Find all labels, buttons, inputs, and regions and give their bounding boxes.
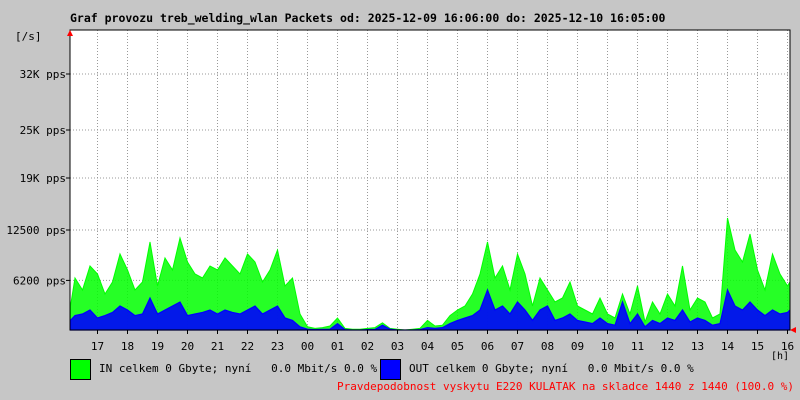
- x-tick-label: 22: [241, 340, 254, 353]
- y-tick-label: 12500 pps: [6, 224, 66, 237]
- x-tick-label: 05: [451, 340, 464, 353]
- x-tick-label: 11: [631, 340, 644, 353]
- x-tick-label: 10: [601, 340, 614, 353]
- x-tick-label: 13: [691, 340, 704, 353]
- x-axis-arrow: [790, 327, 796, 333]
- x-axis-unit-label: [h]: [771, 351, 789, 362]
- x-tick-label: 04: [421, 340, 435, 353]
- axes: 6200 pps 12500 pps 19K pps 25K pps 32K pps 17…: [6, 29, 796, 353]
- y-tick-label: 25K pps: [20, 124, 66, 137]
- y-tick-label: 19K pps: [20, 172, 66, 185]
- x-tick-label: 21: [211, 340, 224, 353]
- legend-text-out: OUT celkem 0 Gbyte; nyní 0.0 Mbit/s 0.0 …: [409, 362, 694, 375]
- x-tick-label: 03: [391, 340, 404, 353]
- legend-text-in: IN celkem 0 Gbyte; nyní 0.0 Mbit/s 0.0 %: [99, 362, 378, 375]
- y-tick-label: 32K pps: [20, 68, 66, 81]
- x-tick-label: 06: [481, 340, 494, 353]
- series-out-area: [69, 288, 791, 331]
- x-tick-label: 08: [541, 340, 554, 353]
- y-tick-label: 6200 pps: [13, 274, 66, 287]
- x-tick-label: 16: [781, 340, 794, 353]
- x-tick-label: 02: [361, 340, 374, 353]
- footer-note: Pravdepodobnost vyskytu E220 KULATAK na …: [337, 380, 794, 393]
- x-tick-label: 18: [121, 340, 134, 353]
- x-tick-label: 17: [91, 340, 104, 353]
- x-tick-label: 00: [301, 340, 314, 353]
- x-tick-label: 01: [331, 340, 344, 353]
- plot-border: [69, 29, 791, 331]
- x-tick-label: 09: [571, 340, 584, 353]
- x-tick-label: 07: [511, 340, 524, 353]
- x-tick-label: 14: [721, 340, 735, 353]
- y-axis-arrow: [67, 30, 73, 36]
- y-axis-unit-label: [/s]: [15, 30, 42, 43]
- x-tick-label: 19: [151, 340, 164, 353]
- x-tick-label: 23: [271, 340, 284, 353]
- legend-swatch-out: [380, 359, 401, 380]
- x-tick-label: 20: [181, 340, 194, 353]
- series-in-area: [70, 217, 791, 331]
- series-layer: [69, 217, 791, 331]
- chart-title: Graf provozu treb_welding_wlan Packets o…: [70, 11, 666, 26]
- x-tick-label: 15: [751, 340, 764, 353]
- x-tick-label: 12: [661, 340, 674, 353]
- legend-swatch-in: [70, 359, 91, 380]
